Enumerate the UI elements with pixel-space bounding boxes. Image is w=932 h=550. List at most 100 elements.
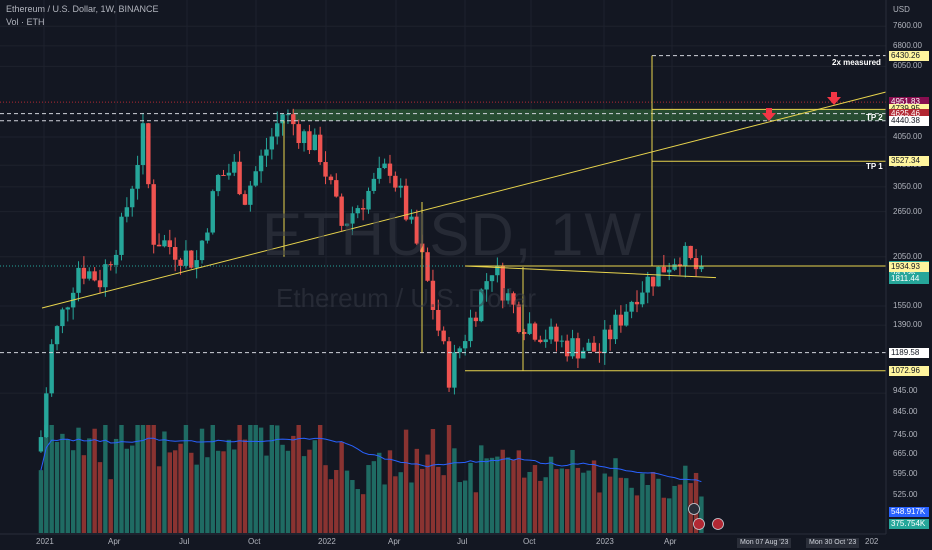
volume-bar <box>162 431 167 533</box>
candle-body <box>473 317 479 322</box>
volume-bar <box>581 472 586 533</box>
symbol-title[interactable]: Ethereum / U.S. Dollar, 1W, BINANCE <box>6 4 159 14</box>
price-tick: 6050.00 <box>893 61 922 71</box>
candle-body <box>629 301 634 312</box>
candle-body <box>581 350 586 359</box>
candle-body <box>124 207 130 217</box>
price-tick: 6800.00 <box>893 40 922 50</box>
candle-body <box>226 172 232 176</box>
volume-bar <box>548 456 554 533</box>
candle-body <box>194 260 199 268</box>
candle-body <box>543 339 548 343</box>
volume-bar <box>377 452 382 533</box>
candle-body <box>462 341 468 349</box>
candle-body <box>215 174 221 192</box>
candle-body <box>457 348 462 353</box>
candle-body <box>92 271 97 281</box>
volume-bar <box>108 479 113 533</box>
candle-body <box>591 342 597 352</box>
volume-bar <box>103 425 108 533</box>
candle-body <box>103 264 108 288</box>
candle-body <box>162 240 167 247</box>
volume-bar <box>382 484 387 533</box>
candle-body <box>538 339 543 343</box>
volume-bar <box>65 439 70 533</box>
candle-body <box>382 163 387 169</box>
volume-bar <box>301 456 307 533</box>
price-axis-label: 3527.34 <box>889 156 929 167</box>
volume-bar <box>119 425 124 533</box>
time-tick: Jul <box>457 537 468 546</box>
volume-bar <box>275 425 280 533</box>
candle-body <box>253 171 258 186</box>
candle-body <box>645 276 650 293</box>
volume-bar <box>237 425 242 533</box>
candle-body <box>624 311 629 326</box>
rising-trendline <box>41 91 887 309</box>
volume-bar <box>393 476 398 533</box>
watermark-symbol: ETHUSD, 1W <box>262 201 643 268</box>
volume-bar <box>677 484 683 533</box>
price-tick: 4050.00 <box>893 132 922 141</box>
volume-bar <box>124 448 130 533</box>
candle-body <box>237 161 242 195</box>
price-tick: 665.00 <box>893 449 918 458</box>
candle-body <box>559 340 565 342</box>
candle-body <box>135 164 140 189</box>
time-tick: Oct <box>523 537 536 546</box>
candle-body <box>377 168 382 179</box>
candle-body <box>38 437 44 452</box>
candle-body <box>387 163 393 176</box>
candles <box>38 108 704 453</box>
candle-body <box>468 317 473 342</box>
candle-body <box>87 271 92 279</box>
time-tick: Apr <box>108 537 121 546</box>
candle-body <box>586 342 591 351</box>
candle-body <box>640 292 645 305</box>
candle-body <box>285 114 291 116</box>
volume-bar <box>661 497 667 533</box>
volume-bar <box>591 460 597 533</box>
candle-body <box>199 240 205 261</box>
volume-bar <box>366 465 371 533</box>
candle-body <box>570 338 575 357</box>
candle-body <box>532 323 538 340</box>
volume-bar <box>532 465 538 533</box>
down-arrow-icon <box>827 92 841 105</box>
candle-body <box>328 176 334 181</box>
candle-body <box>683 245 688 267</box>
volume-bar <box>511 459 516 533</box>
volume-bar <box>215 450 221 533</box>
volume-bar <box>339 441 344 533</box>
candle-body <box>522 331 527 334</box>
volume-bar <box>146 425 151 533</box>
time-badge-oct-23: Mon 30 Oct '23 <box>806 538 860 548</box>
candle-body <box>291 114 296 125</box>
candle-body <box>258 155 264 172</box>
volume-bar <box>468 462 473 533</box>
candle-body <box>446 341 452 388</box>
drawings[interactable] <box>0 55 887 530</box>
volume-bar <box>543 477 548 533</box>
candle-body <box>156 244 162 247</box>
candle-body <box>393 175 398 188</box>
volume-bar <box>505 457 511 533</box>
volume-bar <box>317 425 323 533</box>
volume-indicator-label[interactable]: Vol · ETH <box>6 17 45 27</box>
volume-bar <box>70 450 76 533</box>
volume-bar <box>371 461 377 533</box>
time-tick: 2021 <box>36 537 54 546</box>
volume-bar <box>672 485 677 533</box>
time-tick: Apr <box>388 537 401 546</box>
drawings-under[interactable] <box>292 109 886 121</box>
volume-bar <box>194 464 199 533</box>
volume-bar <box>473 492 479 533</box>
candle-body <box>661 266 667 273</box>
volume-bar <box>597 492 602 533</box>
candle-body <box>344 223 350 226</box>
candle-body <box>436 309 441 331</box>
candle-body <box>505 293 511 301</box>
candle-body <box>97 280 103 288</box>
price-axis-label: 4625.46 <box>889 108 929 119</box>
